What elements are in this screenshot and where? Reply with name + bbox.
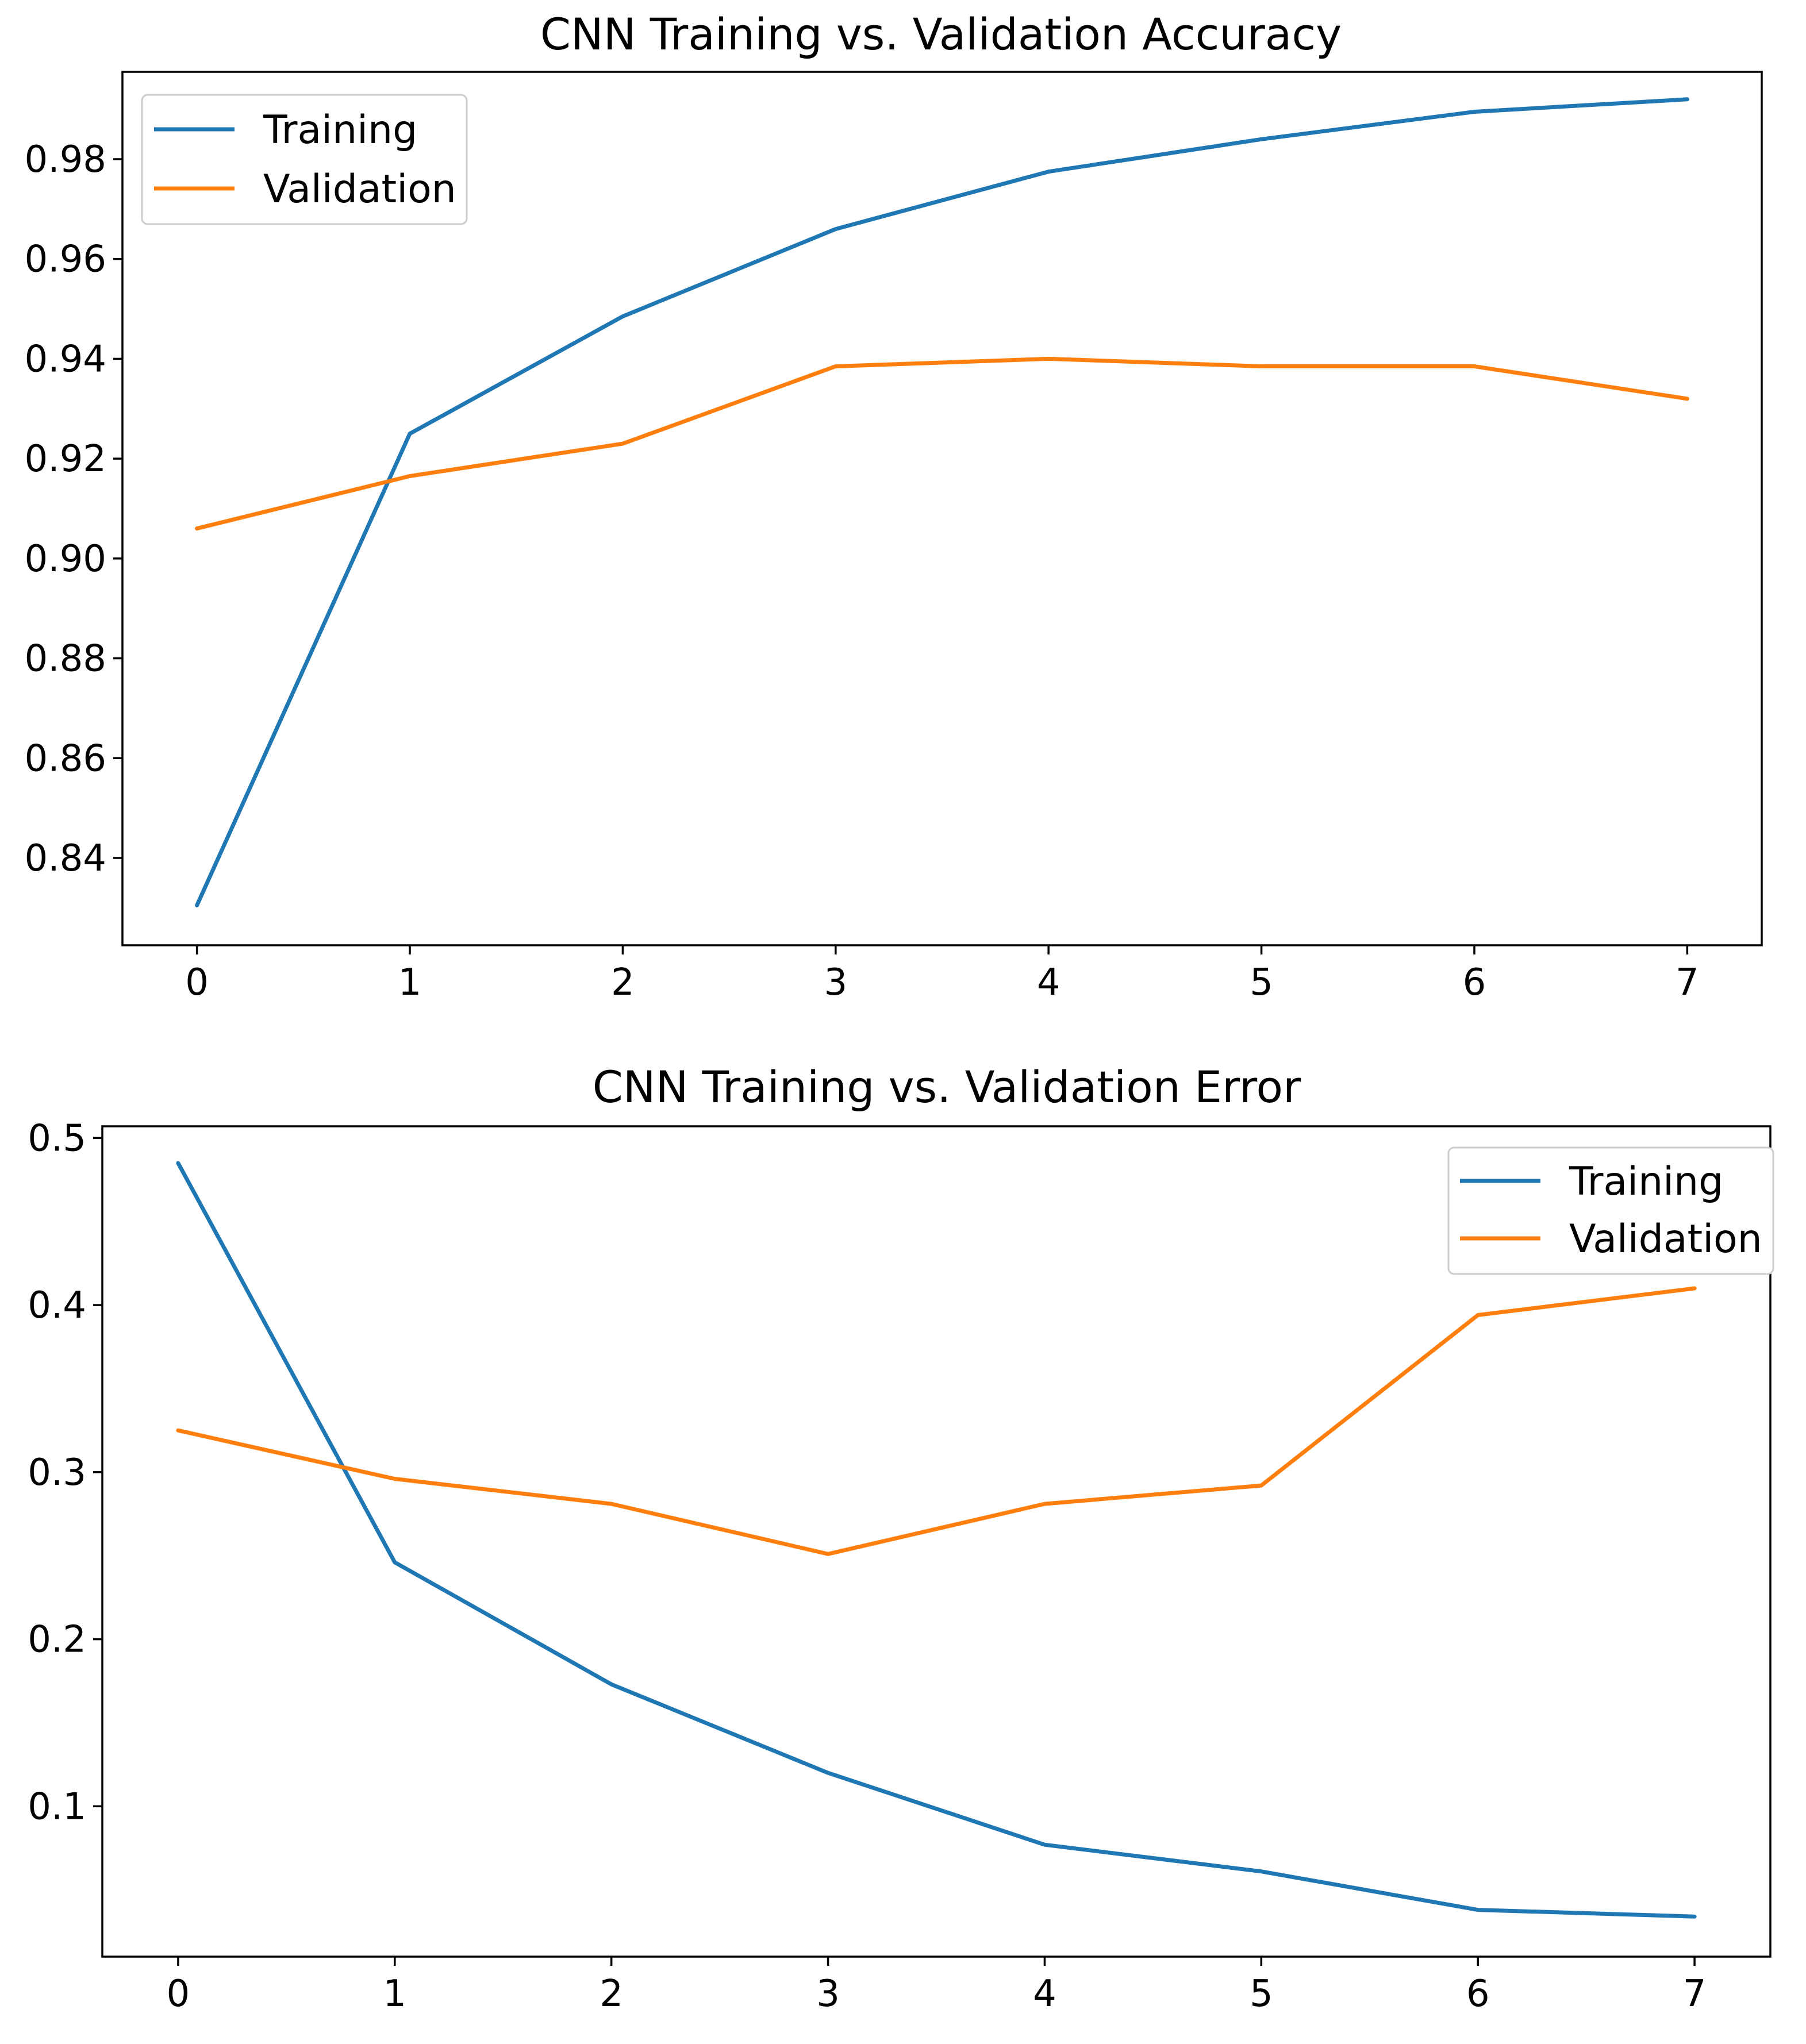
accuracy-y-tick-label: 0.92 <box>25 438 107 480</box>
error-x-tick-label: 4 <box>1033 1973 1056 2015</box>
accuracy-x-tick-label: 5 <box>1250 961 1273 1004</box>
accuracy-y-tick-label: 0.86 <box>25 737 107 780</box>
error-x-tick-label: 3 <box>816 1973 840 2015</box>
accuracy-series-line-training <box>195 97 1689 907</box>
error-x-tick-label: 5 <box>1250 1973 1273 2015</box>
error-y-ticks: 0.1 0.2 0.3 0.4 0.5 <box>28 1117 102 1828</box>
accuracy-chart: CNN Training vs. Validation Accuracy 0 1 2… <box>25 9 1763 1004</box>
accuracy-x-tick-label: 2 <box>611 961 635 1004</box>
accuracy-y-tick-label: 0.88 <box>25 638 107 680</box>
accuracy-x-tick-label: 1 <box>398 961 422 1004</box>
error-legend: Training Validation <box>1447 1146 1774 1275</box>
error-x-tick-label: 0 <box>167 1973 190 2015</box>
error-series-line-training <box>176 1161 1697 1919</box>
error-y-tick-label: 0.3 <box>28 1452 86 1494</box>
accuracy-x-tick-label: 6 <box>1463 961 1486 1004</box>
accuracy-legend-label-validation: Validation <box>263 167 456 212</box>
accuracy-legend-label-training: Training <box>263 107 417 153</box>
error-x-tick-label: 7 <box>1683 1973 1707 2015</box>
accuracy-series-lines <box>195 97 1689 907</box>
error-x-tick-label: 2 <box>600 1973 623 2015</box>
accuracy-x-tick-label: 4 <box>1037 961 1060 1004</box>
accuracy-axes-frame <box>121 71 1763 946</box>
accuracy-x-ticks: 0 1 2 3 4 5 6 7 <box>185 945 1699 1004</box>
accuracy-y-tick-label: 0.90 <box>25 538 107 580</box>
error-y-tick-label: 0.2 <box>28 1619 86 1661</box>
error-series-line-validation <box>176 1286 1697 1556</box>
accuracy-y-tick-label: 0.94 <box>25 338 107 380</box>
error-x-tick-label: 1 <box>383 1973 406 2015</box>
error-legend-label-training: Training <box>1569 1159 1723 1204</box>
accuracy-x-tick-label: 0 <box>185 961 209 1004</box>
error-chart-title: CNN Training vs. Validation Error <box>593 1061 1301 1113</box>
accuracy-x-tick-label: 3 <box>824 961 847 1004</box>
accuracy-y-tick-label: 0.84 <box>25 837 107 880</box>
accuracy-y-ticks: 0.84 0.86 0.88 0.90 0.92 0.94 0.96 0.98 <box>25 138 122 880</box>
accuracy-chart-title: CNN Training vs. Validation Accuracy <box>540 9 1342 60</box>
error-chart: CNN Training vs. Validation Error 0 1 2 3 4 5… <box>28 1061 1774 2015</box>
accuracy-x-tick-label: 7 <box>1676 961 1699 1004</box>
error-y-tick-label: 0.5 <box>28 1117 86 1160</box>
error-y-tick-label: 0.4 <box>28 1284 86 1327</box>
accuracy-y-tick-label: 0.96 <box>25 238 107 281</box>
error-x-tick-label: 6 <box>1466 1973 1490 2015</box>
error-x-ticks: 0 1 2 3 4 5 6 7 <box>167 1957 1707 2015</box>
accuracy-y-tick-label: 0.98 <box>25 138 107 181</box>
error-series-lines <box>176 1161 1697 1919</box>
accuracy-legend-box <box>141 94 468 225</box>
error-axes-frame <box>101 1125 1772 1958</box>
accuracy-series-line-validation <box>195 356 1689 531</box>
error-y-tick-label: 0.1 <box>28 1785 86 1828</box>
error-legend-label-validation: Validation <box>1569 1217 1762 1262</box>
accuracy-legend: Training Validation <box>141 94 468 225</box>
